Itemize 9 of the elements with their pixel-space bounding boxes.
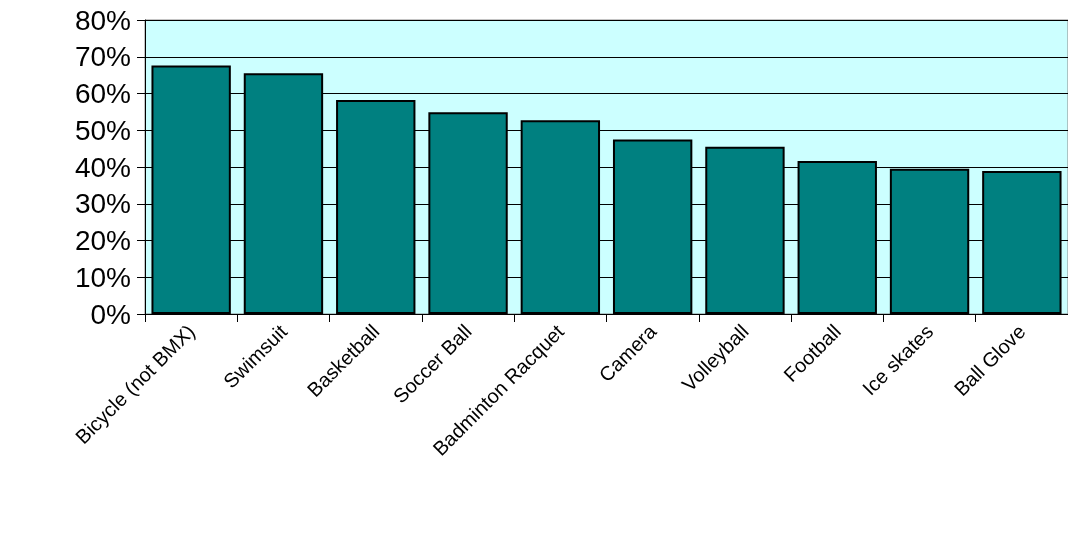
y-tick-label: 40% [74, 151, 131, 183]
y-tick-label: 0% [90, 298, 131, 330]
y-tick-label: 60% [74, 78, 131, 109]
y-tick-label: 20% [74, 225, 131, 256]
y-tick-label: 80% [74, 4, 131, 36]
y-tick-label: 70% [74, 41, 131, 73]
y-tick-label: 30% [74, 188, 131, 220]
y-tick-label: 50% [74, 114, 131, 146]
y-tick-label: 10% [74, 261, 131, 293]
